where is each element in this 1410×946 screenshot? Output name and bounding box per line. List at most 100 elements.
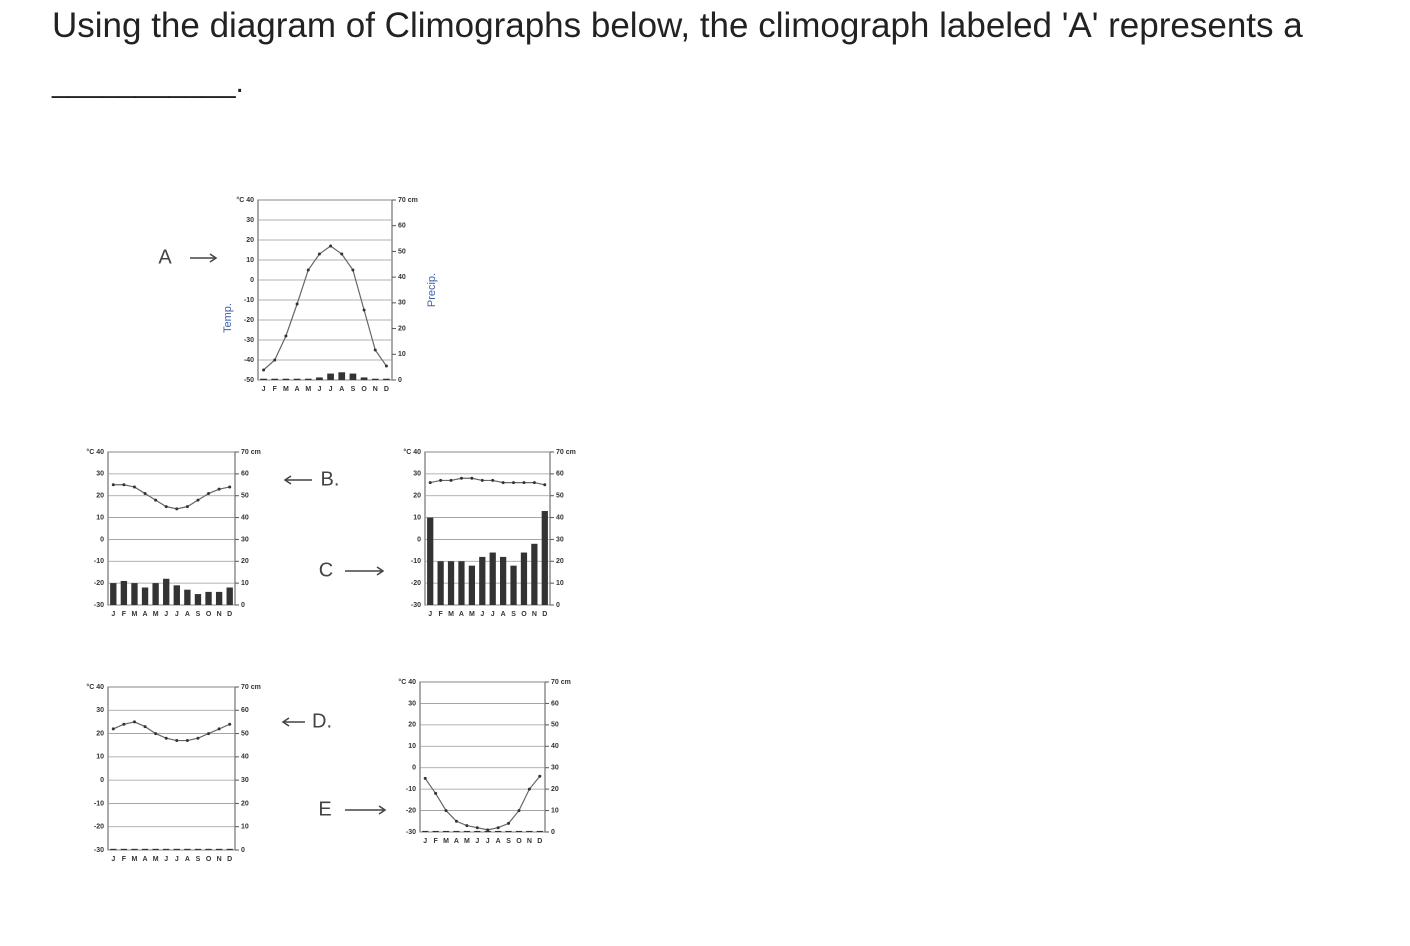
month-label: J xyxy=(428,611,432,618)
month-label: M xyxy=(443,838,449,845)
y2-tick-label: 30 xyxy=(398,300,406,307)
temperature-point xyxy=(217,727,221,731)
temperature-point xyxy=(317,252,321,256)
y2-tick-label: 40 xyxy=(241,514,249,521)
arrow-head xyxy=(378,805,387,815)
y2-tick-label: 40 xyxy=(241,754,249,761)
temperature-point xyxy=(228,722,232,726)
temperature-point xyxy=(306,268,310,272)
y2-tick-label: 40 xyxy=(398,274,406,281)
y-tick-label: 0 xyxy=(417,536,421,543)
y-tick-label: °C 40 xyxy=(86,683,104,691)
y2-tick-label: 40 xyxy=(551,743,559,750)
precip-bar xyxy=(500,556,507,605)
precip-bar xyxy=(293,378,301,380)
temperature-point xyxy=(444,809,448,813)
precip-bar xyxy=(349,373,357,380)
precip-bar xyxy=(184,589,191,605)
precip-bar xyxy=(215,848,223,850)
precip-bar xyxy=(260,378,267,380)
temperature-point xyxy=(164,505,168,509)
y2-tick-label: 50 xyxy=(551,722,559,729)
temperature-point xyxy=(470,476,474,480)
temperature-point xyxy=(532,481,536,485)
month-label: O xyxy=(206,856,212,863)
y-tick-label: -30 xyxy=(244,337,254,344)
precip-bar xyxy=(495,830,502,832)
precip-bar xyxy=(360,377,368,380)
precip-bar xyxy=(526,830,533,832)
month-label: M xyxy=(132,611,138,618)
precip-bar xyxy=(120,848,128,850)
plot-frame xyxy=(419,681,546,833)
temperature-point xyxy=(465,824,469,828)
precip-bar xyxy=(432,830,439,832)
y2-tick-label: 10 xyxy=(551,807,559,814)
y-tick-label: 10 xyxy=(96,514,104,521)
climograph-label: A xyxy=(158,246,172,268)
y2-tick-label: 50 xyxy=(398,248,406,255)
month-label: A xyxy=(459,611,464,618)
precip-bar xyxy=(510,565,517,605)
month-label: J xyxy=(491,611,495,618)
y2-tick-label: 0 xyxy=(398,377,402,384)
precip-bar xyxy=(173,848,180,850)
precip-bar xyxy=(327,373,334,380)
temperature-point xyxy=(132,485,136,489)
precip-bar xyxy=(141,848,149,850)
month-label: S xyxy=(196,856,201,863)
y2-tick-label: 20 xyxy=(398,325,406,332)
month-label: J xyxy=(164,856,168,863)
precip-bar xyxy=(427,517,434,605)
precip-bar xyxy=(338,372,346,380)
month-label: A xyxy=(454,838,459,845)
month-label: J xyxy=(317,386,321,393)
month-label: D xyxy=(384,386,389,393)
month-label: A xyxy=(496,838,501,845)
y2-tick-label: 0 xyxy=(241,602,245,609)
y2-tick-label: 70 cm xyxy=(556,449,576,456)
precip-bar xyxy=(458,561,465,605)
arrow-head xyxy=(283,475,292,485)
temperature-line xyxy=(113,721,230,742)
month-label: N xyxy=(373,386,378,393)
month-label: O xyxy=(361,386,367,393)
y-tick-label: -10 xyxy=(94,800,104,807)
precip-bar xyxy=(484,830,491,832)
y-tick-label: 10 xyxy=(413,514,421,521)
temperature-point xyxy=(491,478,495,482)
month-label: O xyxy=(206,611,212,618)
y-tick-label: 30 xyxy=(246,217,254,224)
month-label: J xyxy=(486,838,490,845)
y-tick-label: -10 xyxy=(244,297,254,304)
temperature-point xyxy=(351,268,355,272)
precip-bar xyxy=(541,511,548,605)
y2-tick-label: 70 cm xyxy=(398,197,418,204)
month-label: J xyxy=(164,611,168,618)
y2-tick-label: 60 xyxy=(556,471,564,478)
y2-tick-label: 30 xyxy=(551,765,559,772)
month-label: J xyxy=(475,838,479,845)
y-tick-label: 20 xyxy=(96,493,104,500)
temperature-point xyxy=(132,720,136,724)
y-tick-label: 30 xyxy=(96,707,104,714)
precip-bar xyxy=(226,848,233,850)
precip-bar xyxy=(463,830,470,832)
temperature-point xyxy=(496,826,500,830)
precip-bar xyxy=(110,848,117,850)
y-tick-label: 20 xyxy=(413,493,421,500)
month-label: J xyxy=(262,386,266,393)
y-tick-label: -20 xyxy=(406,807,416,814)
arrow-head xyxy=(209,253,218,263)
precip-bar xyxy=(184,848,191,850)
temperature-point xyxy=(454,819,458,823)
month-label: A xyxy=(143,611,148,618)
temperature-point xyxy=(273,358,277,362)
y-tick-label: °C 40 xyxy=(403,448,421,456)
temperature-point xyxy=(154,498,158,502)
temperature-point xyxy=(434,791,438,795)
temperature-point xyxy=(501,481,505,485)
temperature-point xyxy=(207,492,211,496)
y2-tick-label: 20 xyxy=(551,786,559,793)
